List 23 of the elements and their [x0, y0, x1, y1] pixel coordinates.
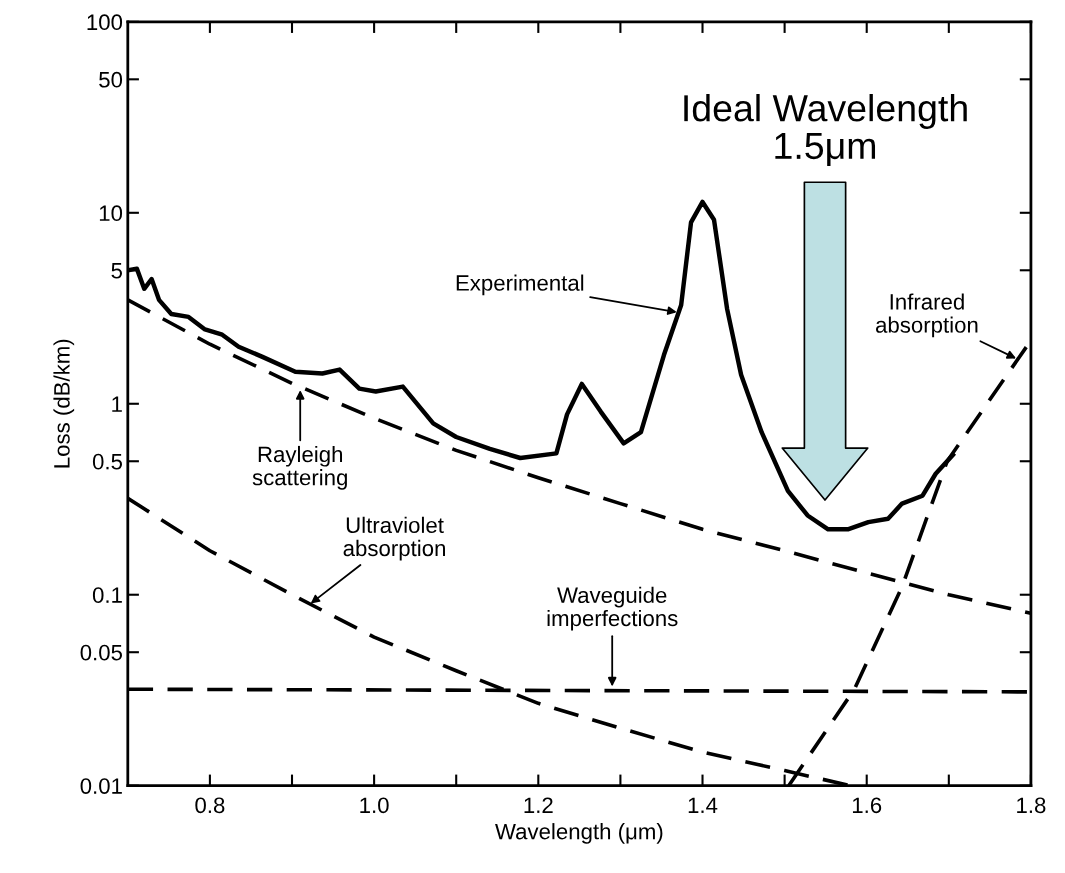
x-tick-label: 1.8 — [1017, 797, 1046, 814]
x-tick-label: 1.2 — [524, 797, 553, 813]
y-tick-label: 0.5 — [92, 453, 123, 470]
y-tick-label: 100 — [87, 14, 123, 31]
x-tick-label: 0.8 — [195, 797, 225, 814]
y-tick-label: 5 — [111, 263, 123, 279]
annotation: Ultraviolet absorption — [343, 516, 445, 561]
annotation: Experimental — [456, 274, 584, 296]
annotation: Infrared absorption — [876, 293, 978, 338]
y-tick-label: 0.1 — [92, 587, 122, 603]
annotation: Rayleigh scattering — [252, 445, 347, 490]
x-axis-title: Wavelength (μm) — [495, 823, 663, 844]
annotation: Ideal Wavelength 1.5μm — [684, 93, 967, 167]
annotation: Waveguide imperfections — [547, 586, 678, 631]
y-axis-title: Loss (dB/km) — [53, 339, 75, 468]
y-tick-label: 50 — [99, 71, 123, 88]
y-tick-label: 10 — [99, 205, 123, 222]
y-tick-label: 0.01 — [80, 778, 122, 794]
x-tick-label: 1.0 — [360, 797, 389, 814]
y-tick-label: 1 — [112, 396, 122, 412]
y-tick-label: 0.05 — [80, 644, 123, 661]
x-tick-label: 1.4 — [688, 797, 718, 813]
x-tick-label: 1.6 — [852, 797, 882, 814]
